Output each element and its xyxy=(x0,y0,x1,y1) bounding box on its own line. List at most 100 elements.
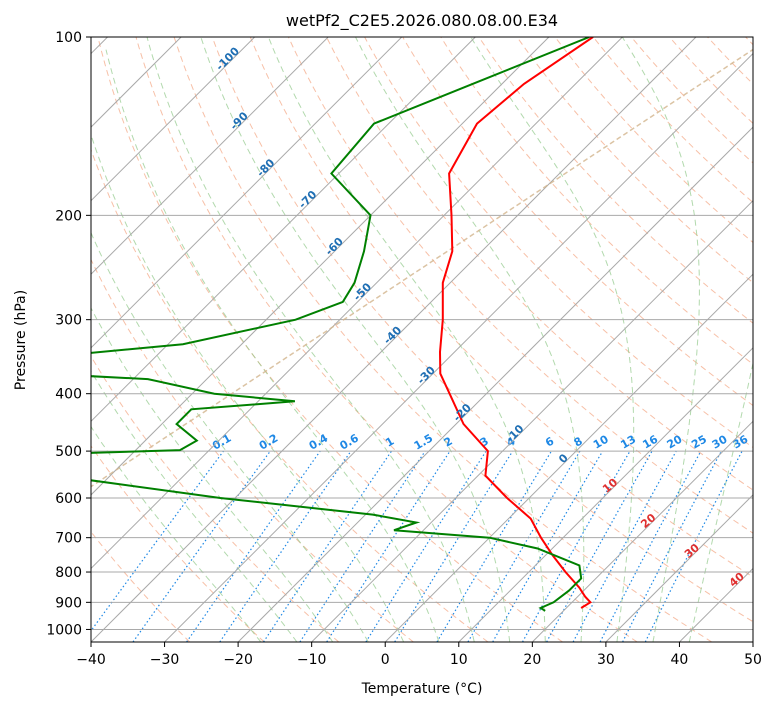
dry-adiabat-line xyxy=(91,148,489,642)
mixing-ratio-label: 0.2 xyxy=(257,432,280,453)
mixing-ratio-line xyxy=(492,450,604,642)
mixing-ratio-line xyxy=(436,450,553,642)
dry-adiabat-line xyxy=(516,37,753,284)
mixing-ratio-line xyxy=(572,450,677,642)
x-tick-label: −20 xyxy=(223,652,253,668)
profile-series xyxy=(91,37,594,612)
dry-adiabat-line xyxy=(630,37,753,164)
mixing-ratio-line xyxy=(546,450,653,642)
dry-adiabat-line xyxy=(91,445,265,642)
isotherm-label: -90 xyxy=(228,109,251,132)
dry-adiabat-line xyxy=(287,37,753,534)
dry-adiabat-line xyxy=(440,37,753,365)
mixing-ratio-line xyxy=(91,450,224,632)
moist-adiabat-line xyxy=(267,37,546,642)
dry-adiabat-line xyxy=(173,37,713,642)
mixing-ratio-line xyxy=(365,450,487,642)
isotherm-grid-line xyxy=(752,641,753,642)
isotherm-label: -30 xyxy=(415,363,438,386)
isotherm-label: -100 xyxy=(213,44,242,73)
x-tick-label: −30 xyxy=(150,652,180,668)
isotherm-grid-line xyxy=(458,347,753,642)
dry-adiabat-line xyxy=(135,37,638,642)
y-axis-label: Pressure (hPa) xyxy=(13,290,29,390)
isotherm-grid-line xyxy=(91,37,403,349)
y-tick-label: 900 xyxy=(55,595,82,611)
thin-reference-curve xyxy=(91,48,753,488)
moist-adiabat-line xyxy=(688,360,753,642)
mixing-ratio-label: 25 xyxy=(689,433,709,452)
dry-adiabat-line xyxy=(326,37,753,491)
x-tick-label: −10 xyxy=(297,652,327,668)
isotherm-label: -80 xyxy=(254,156,277,179)
y-axis-ticks: 100 200 300 400 500 600 700 800 900 1000 xyxy=(46,30,91,638)
x-tick-label: 40 xyxy=(671,652,689,668)
isotherm-grid-line xyxy=(531,420,753,642)
mixing-ratio-line xyxy=(467,450,581,642)
moist-adiabat-line xyxy=(91,307,334,642)
theta-label: 40 xyxy=(727,570,747,590)
dry-adiabat-line xyxy=(211,37,753,623)
mixing-ratio-label: 36 xyxy=(730,432,750,451)
mixing-ratio-line xyxy=(394,450,514,642)
isotherm-grid-line xyxy=(91,37,256,202)
moist-adiabat-line xyxy=(91,370,298,642)
isotherm-grid-line xyxy=(237,126,753,642)
moist-adiabat-line xyxy=(200,37,511,642)
mixing-ratio-label: 8 xyxy=(572,435,585,450)
y-tick-label: 500 xyxy=(55,444,82,460)
isotherm-grid-line xyxy=(91,37,476,423)
theta-label: 10 xyxy=(600,476,620,496)
mixing-ratio-label: 20 xyxy=(665,432,685,451)
dry-adiabat-line xyxy=(707,37,753,85)
mixing-ratio-line xyxy=(186,450,321,642)
mixing-ratio-label: 13 xyxy=(618,433,638,452)
x-tick-label: 30 xyxy=(597,652,615,668)
x-axis-ticks: −40 −30 −20 −10 0 10 20 30 40 50 xyxy=(76,642,762,668)
dry-adiabat-line xyxy=(91,258,414,642)
x-tick-label: −40 xyxy=(76,652,106,668)
y-tick-label: 100 xyxy=(55,30,82,46)
x-axis-label: Temperature (°C) xyxy=(361,681,483,697)
dry-adiabat-line xyxy=(745,37,753,46)
temperature-line xyxy=(438,37,594,609)
isotherm-grid-line xyxy=(384,273,753,642)
moist-adiabat-line xyxy=(470,37,635,642)
y-tick-label: 700 xyxy=(55,531,82,547)
x-tick-label: 50 xyxy=(744,652,762,668)
dry-adiabat-line xyxy=(554,37,753,244)
mixing-ratio-label: 10 xyxy=(591,432,611,451)
moist-adiabat-line xyxy=(355,37,585,642)
mixing-ratio-line xyxy=(132,450,271,642)
mixing-ratio-label: 1 xyxy=(383,435,396,450)
isotherm-label: -70 xyxy=(296,188,319,211)
y-tick-label: 200 xyxy=(55,208,82,224)
moist-adiabat-line xyxy=(621,37,700,642)
y-tick-label: 600 xyxy=(55,491,82,507)
dry-adiabat-line xyxy=(97,37,563,642)
isotherm-grid-line xyxy=(91,37,697,642)
moist-adiabat-line xyxy=(105,49,440,642)
moist-adiabat-line xyxy=(146,37,475,642)
moist-adiabats xyxy=(91,37,753,642)
plot-frame xyxy=(90,36,754,643)
reference-curve xyxy=(91,48,753,488)
mixing-ratio-label: 6 xyxy=(543,434,556,449)
y-tick-label: 300 xyxy=(55,313,82,329)
mixing-ratio-label: 0.1 xyxy=(210,432,233,453)
isotherm-grid-line xyxy=(91,37,329,275)
mixing-ratio-line xyxy=(219,450,352,642)
isotherm-grid-line xyxy=(91,37,623,570)
dry-adiabat-line xyxy=(91,355,340,642)
mixing-ratio-label: 16 xyxy=(640,432,660,451)
moist-adiabat-line xyxy=(91,133,405,642)
plot-area: 0.10.20.40.611.52346810131620253036 -100… xyxy=(91,37,753,642)
mixing-ratio-line xyxy=(299,450,426,642)
dry-adiabat-line xyxy=(478,37,753,324)
mixing-ratio-line xyxy=(326,450,451,642)
isotherm-grid-line xyxy=(91,37,550,496)
isotherm-grid-line xyxy=(164,52,753,642)
moist-adiabat-line xyxy=(91,425,262,642)
x-tick-label: 20 xyxy=(523,652,541,668)
